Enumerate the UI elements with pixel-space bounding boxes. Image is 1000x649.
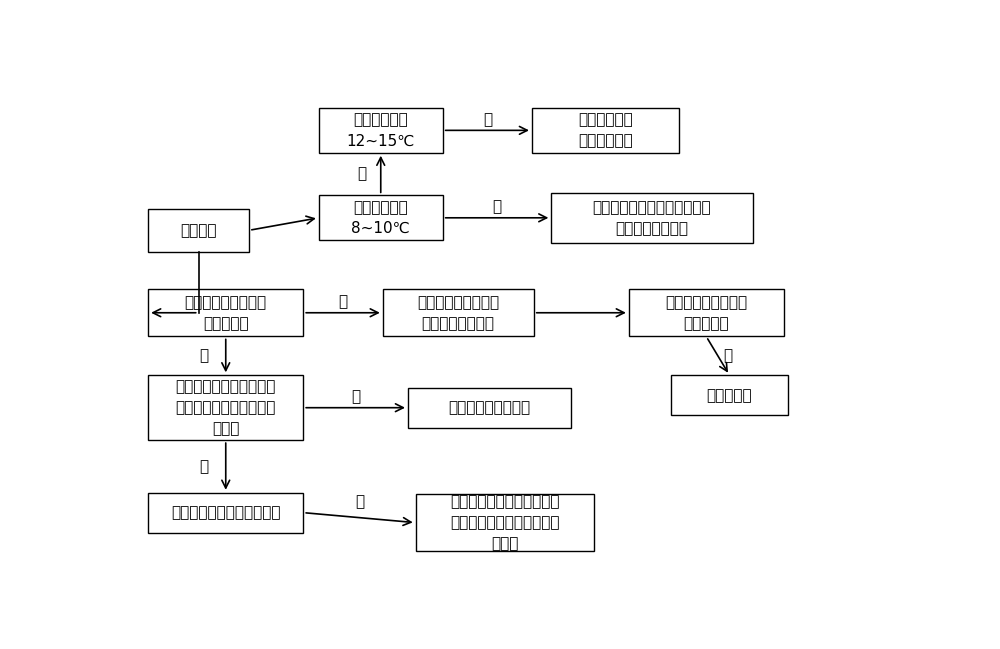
Text: 电池控制回路温度低
于第一阈值: 电池控制回路温度低 于第一阈值: [185, 295, 267, 331]
Bar: [551, 193, 753, 243]
Text: 环境温度低于
12~15℃: 环境温度低于 12~15℃: [347, 112, 415, 149]
Text: 第一阀开启，第二阀
关闭，第三阀开启: 第一阀开启，第二阀 关闭，第三阀开启: [417, 295, 499, 331]
Text: 否: 否: [199, 349, 209, 363]
Text: 开启第七阀，
对车厢内加热: 开启第七阀， 对车厢内加热: [578, 112, 633, 149]
Bar: [148, 209, 249, 252]
Text: 是: 是: [338, 294, 348, 310]
Text: 加热器开启: 加热器开启: [707, 387, 752, 403]
Text: 是: 是: [483, 112, 492, 127]
Bar: [671, 375, 788, 415]
Text: 开启第八阀，制热控制系统开
启，对车厢内加热: 开启第八阀，制热控制系统开 启，对车厢内加热: [593, 200, 711, 236]
Text: 否: 否: [199, 459, 209, 474]
Text: 是: 是: [492, 199, 502, 214]
Bar: [148, 493, 303, 533]
Text: 是: 是: [351, 389, 360, 404]
Bar: [319, 195, 443, 240]
Text: 是: 是: [723, 349, 733, 363]
Bar: [148, 289, 303, 336]
Bar: [148, 375, 303, 440]
Text: 环境温度低于
8~10℃: 环境温度低于 8~10℃: [351, 200, 410, 236]
Bar: [416, 494, 594, 552]
Text: 控制系统: 控制系统: [180, 223, 217, 238]
Text: 否: 否: [357, 167, 366, 182]
Bar: [532, 108, 679, 153]
Bar: [383, 289, 534, 336]
Text: 电池控制回路温度低
于第一阈值: 电池控制回路温度低 于第一阈值: [665, 295, 747, 331]
Bar: [319, 108, 443, 153]
Bar: [629, 289, 784, 336]
Text: 第二阀和第三阀关闭: 第二阀和第三阀关闭: [448, 400, 530, 415]
Text: 第一阀和第二阀开启，第三
阀关闭，第四阀和第五阀交
替开启: 第一阀和第二阀开启，第三 阀关闭，第四阀和第五阀交 替开启: [450, 494, 560, 551]
Bar: [408, 387, 571, 428]
Text: 电池控制回路温度大于等
于第一阈值，小于等于第
二阈值: 电池控制回路温度大于等 于第一阈值，小于等于第 二阈值: [176, 379, 276, 436]
Text: 是: 是: [355, 494, 364, 509]
Text: 电池控制回路大于第二阈值: 电池控制回路大于第二阈值: [171, 505, 280, 520]
